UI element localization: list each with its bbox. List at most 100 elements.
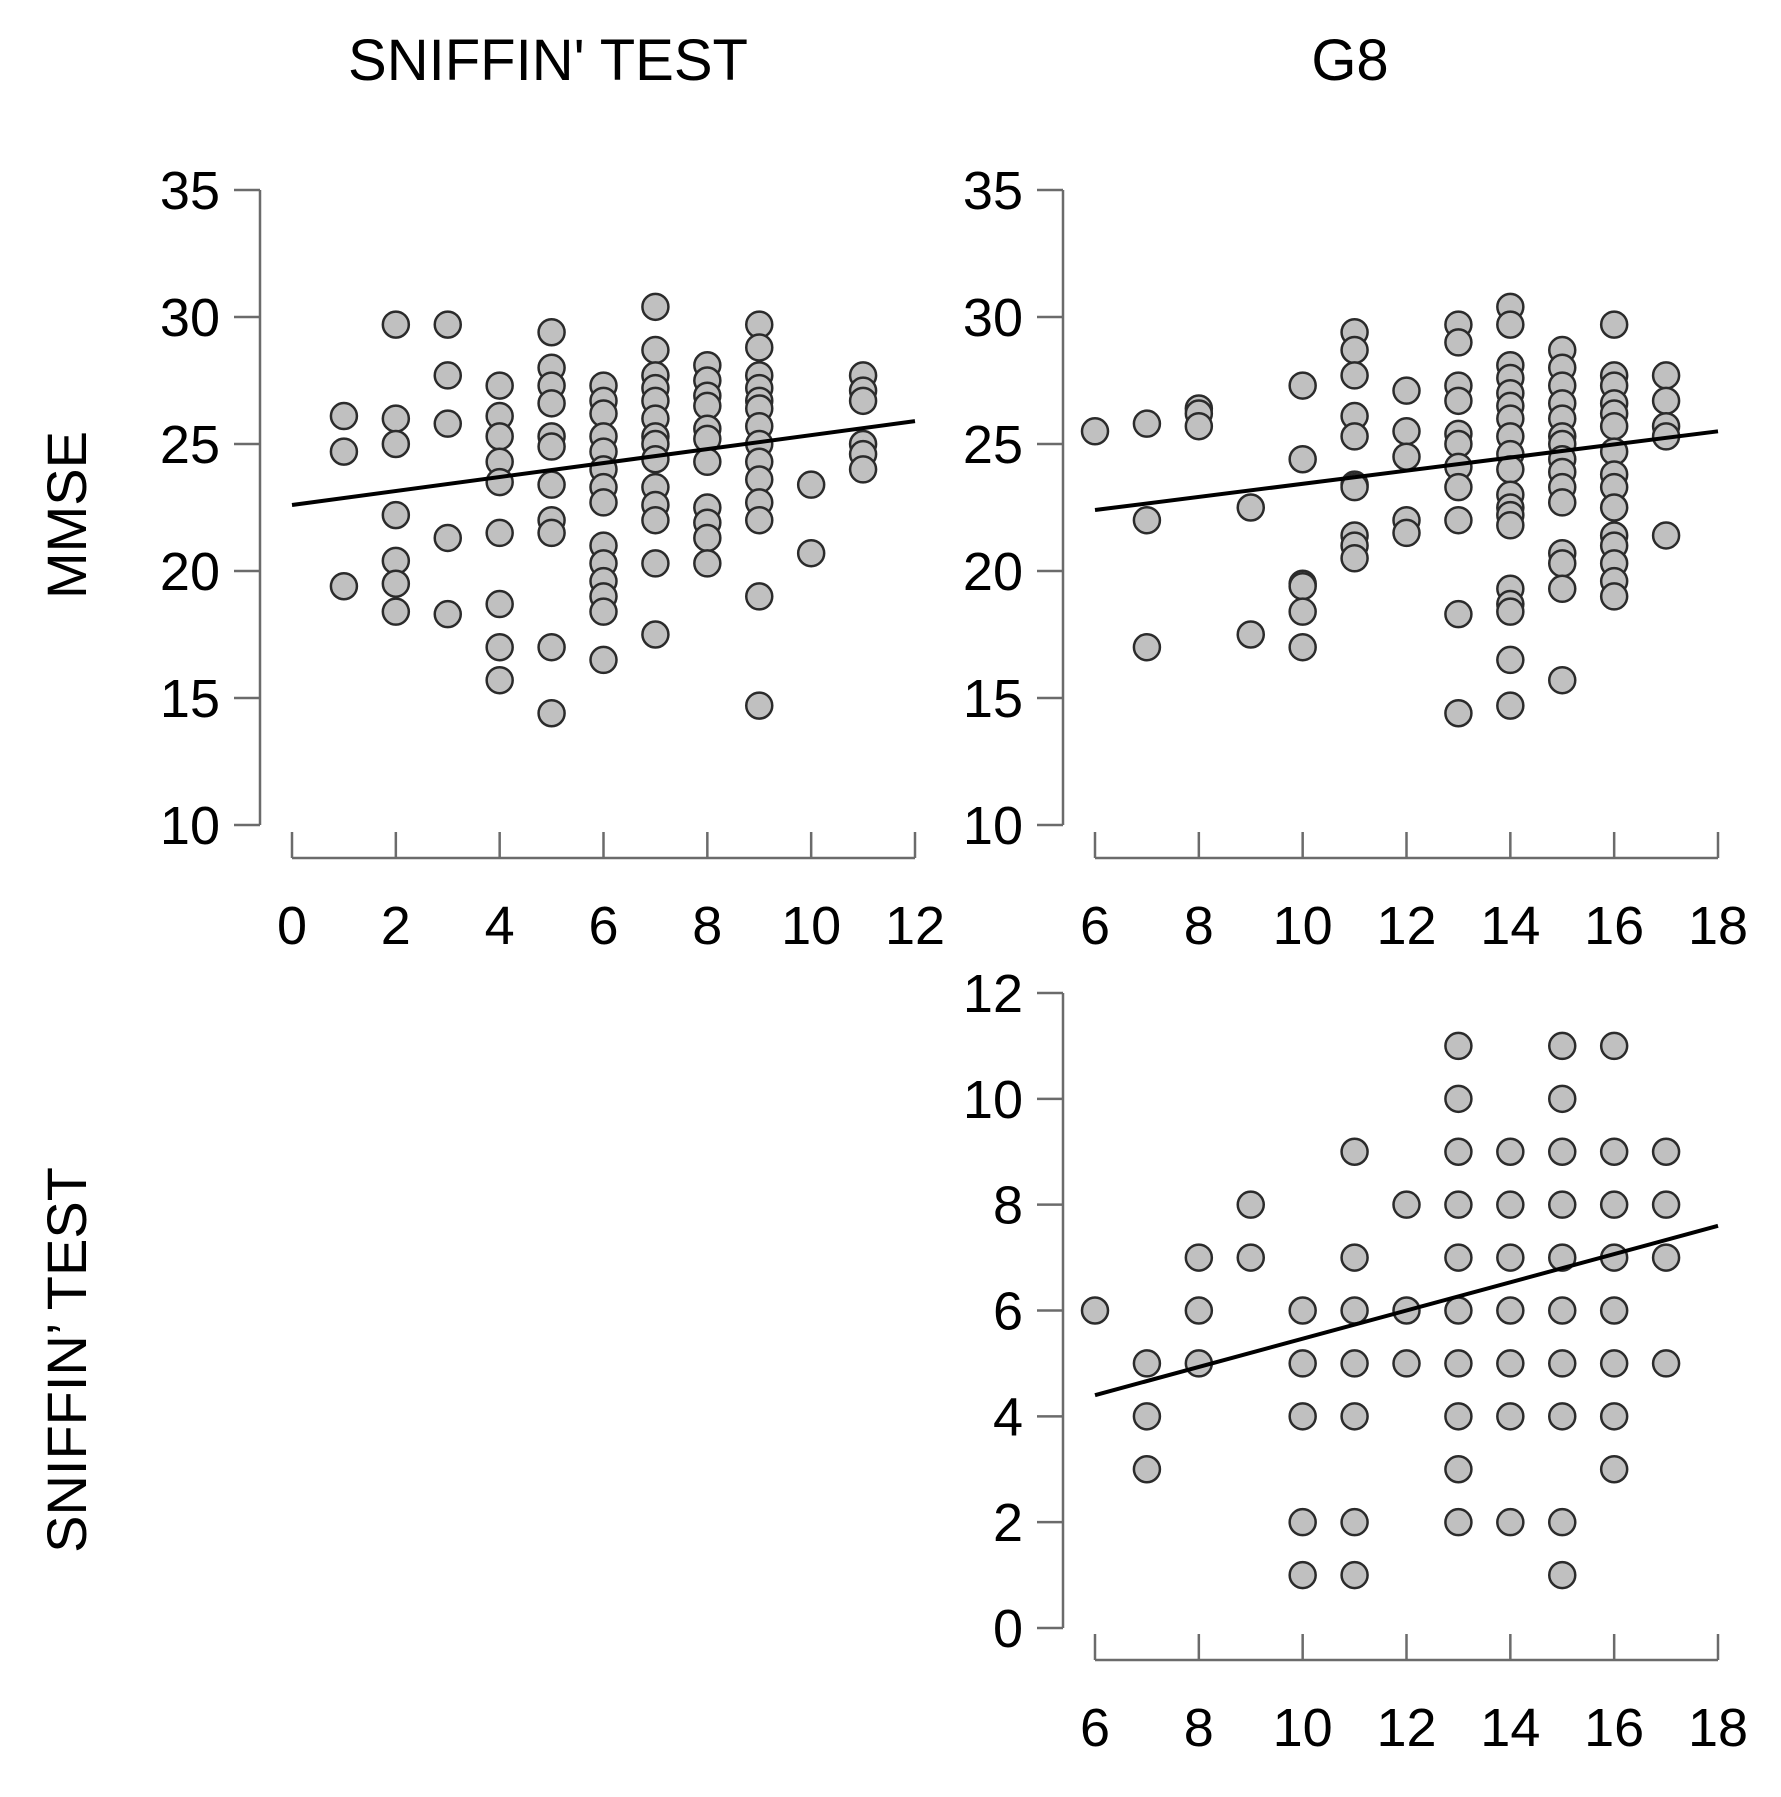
data-point bbox=[1288, 1349, 1317, 1378]
data-point bbox=[1392, 1190, 1421, 1219]
x-tick-label: 10 bbox=[1273, 1698, 1333, 1758]
data-point bbox=[1236, 1190, 1265, 1219]
data-point bbox=[1548, 1560, 1577, 1590]
data-point bbox=[1288, 371, 1317, 400]
data-point bbox=[1444, 386, 1473, 416]
data-point bbox=[485, 467, 514, 497]
data-point bbox=[1132, 409, 1162, 438]
x-tick-label: 6 bbox=[1080, 896, 1110, 956]
data-point bbox=[1444, 1349, 1473, 1378]
data-point bbox=[1599, 1296, 1629, 1325]
data-point bbox=[1496, 1243, 1525, 1272]
data-point bbox=[1288, 1402, 1317, 1431]
data-point bbox=[381, 404, 411, 433]
y-tick-label: 25 bbox=[963, 415, 1023, 475]
data-point bbox=[1651, 1137, 1681, 1166]
y-tick-label: 20 bbox=[160, 542, 220, 602]
y-tick-label: 30 bbox=[160, 288, 220, 348]
data-point bbox=[1496, 645, 1525, 675]
data-point bbox=[1496, 1402, 1525, 1431]
data-point bbox=[433, 310, 462, 339]
data-point bbox=[1288, 1296, 1317, 1325]
data-point bbox=[1392, 518, 1421, 548]
data-point bbox=[1132, 505, 1162, 535]
data-point bbox=[796, 538, 826, 568]
regression-line bbox=[1094, 1223, 1719, 1398]
data-point bbox=[1444, 1031, 1473, 1061]
data-point bbox=[1599, 1455, 1629, 1484]
data-point bbox=[1599, 411, 1629, 441]
data-point bbox=[433, 523, 462, 553]
data-point bbox=[1340, 335, 1369, 365]
x-tick-label: 8 bbox=[692, 896, 722, 956]
data-point bbox=[1548, 1296, 1577, 1325]
x-tick-label: 2 bbox=[381, 896, 411, 956]
data-point bbox=[1548, 574, 1577, 604]
data-point bbox=[1548, 1402, 1577, 1431]
data-point bbox=[1444, 472, 1473, 502]
data-point bbox=[589, 597, 618, 626]
x-tick-label: 18 bbox=[1688, 1698, 1748, 1758]
data-point bbox=[1340, 544, 1369, 573]
data-point bbox=[1599, 310, 1629, 339]
y-tick-label: 10 bbox=[963, 796, 1023, 856]
y-tick-label: 0 bbox=[993, 1599, 1023, 1659]
data-point bbox=[1444, 698, 1473, 728]
data-point bbox=[1340, 361, 1369, 390]
data-point bbox=[1496, 1349, 1525, 1378]
data-point bbox=[1236, 620, 1265, 649]
data-point bbox=[1599, 582, 1629, 611]
data-point bbox=[1340, 1296, 1369, 1325]
data-point bbox=[1340, 1137, 1369, 1166]
data-point bbox=[433, 409, 462, 438]
data-point bbox=[1340, 472, 1369, 502]
data-point bbox=[848, 386, 878, 416]
data-point bbox=[1651, 361, 1681, 390]
data-point bbox=[1548, 1243, 1577, 1272]
data-point bbox=[1288, 1560, 1317, 1590]
data-point bbox=[381, 569, 411, 598]
y-tick-label: 15 bbox=[160, 669, 220, 729]
data-point bbox=[1651, 386, 1681, 416]
data-point bbox=[1444, 1402, 1473, 1431]
data-point bbox=[1340, 1560, 1369, 1590]
data-point bbox=[641, 292, 670, 322]
data-point bbox=[1651, 1349, 1681, 1378]
data-point bbox=[433, 599, 462, 629]
data-point bbox=[381, 500, 411, 530]
data-point bbox=[1340, 422, 1369, 451]
data-point bbox=[329, 401, 359, 431]
data-point bbox=[1548, 549, 1577, 578]
data-point bbox=[1392, 442, 1421, 471]
data-point bbox=[1132, 632, 1162, 662]
data-point bbox=[1444, 1455, 1473, 1484]
data-point bbox=[1599, 1402, 1629, 1431]
data-point bbox=[1340, 1402, 1369, 1431]
data-point bbox=[1548, 665, 1577, 695]
y-tick-label: 8 bbox=[993, 1176, 1023, 1236]
data-point bbox=[485, 518, 514, 548]
data-point bbox=[1132, 1349, 1162, 1378]
data-point bbox=[745, 582, 774, 611]
data-point bbox=[1651, 521, 1681, 550]
column-header-sniffin: SNIFFIN' TEST bbox=[348, 28, 748, 93]
data-point bbox=[693, 447, 722, 477]
data-point bbox=[329, 571, 359, 601]
data-point bbox=[641, 620, 670, 649]
data-point bbox=[1132, 1455, 1162, 1484]
y-tick-label: 6 bbox=[993, 1282, 1023, 1342]
data-point bbox=[1340, 1507, 1369, 1537]
data-point bbox=[1444, 328, 1473, 357]
data-point bbox=[641, 505, 670, 535]
x-tick-label: 12 bbox=[1376, 896, 1436, 956]
y-tick-label: 10 bbox=[963, 1070, 1023, 1130]
data-point bbox=[796, 470, 826, 499]
x-tick-label: 6 bbox=[588, 896, 618, 956]
regression-line bbox=[1094, 429, 1719, 513]
data-point bbox=[537, 317, 566, 347]
panel-sniffin-vs-mmse: 10 15 20 25 30 35 0 2 4 6 8 10 12 bbox=[160, 161, 945, 956]
x-tick-label: 14 bbox=[1480, 1698, 1540, 1758]
data-point bbox=[1496, 511, 1525, 540]
data-point bbox=[1080, 1296, 1110, 1325]
